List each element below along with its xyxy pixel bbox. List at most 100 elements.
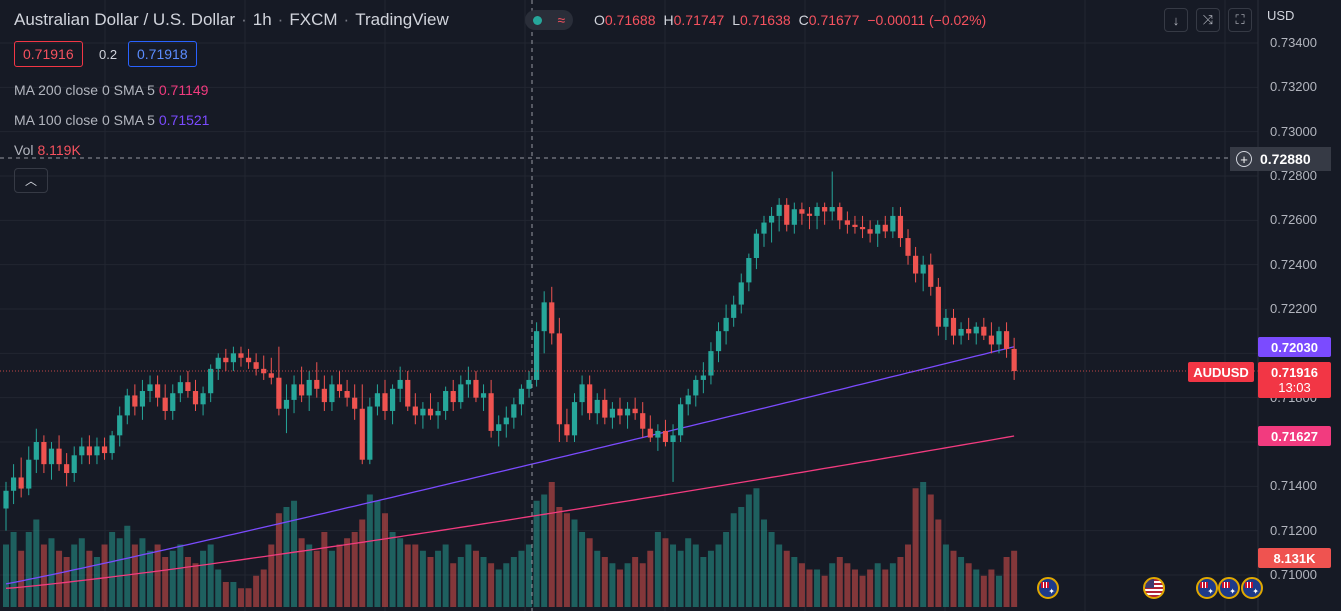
candle	[382, 379, 388, 420]
candle	[678, 397, 684, 442]
candle	[647, 415, 653, 442]
volume-bar	[897, 557, 904, 607]
candle-body	[352, 397, 358, 409]
symbol-legend[interactable]: Australian Dollar / U.S. Dollar · 1h · F…	[14, 10, 449, 30]
volume-bar	[836, 557, 843, 607]
australia-flag-icon[interactable]	[1241, 577, 1263, 599]
fullscreen-button[interactable]: ⛶	[1228, 8, 1252, 32]
candle-body	[397, 379, 403, 389]
interval[interactable]: 1h	[252, 10, 272, 29]
australia-flag-icon[interactable]	[1037, 577, 1059, 599]
candle-body	[26, 459, 32, 489]
volume-price-tag: 8.131K	[1258, 548, 1331, 568]
indicator-value: 0.71149	[158, 82, 209, 98]
candle-body	[715, 331, 722, 352]
candle	[670, 424, 676, 482]
buy-button[interactable]: 0.71918	[128, 41, 197, 67]
volume-bar	[942, 544, 949, 607]
candle	[458, 375, 464, 409]
candle	[685, 388, 691, 416]
candle-body	[405, 379, 411, 407]
candle-body	[632, 408, 638, 414]
volume-bar	[526, 544, 533, 607]
candle	[958, 322, 964, 345]
volume-bar	[93, 557, 100, 607]
currency-selector[interactable]: USD	[1267, 8, 1295, 23]
volume-bar	[715, 544, 722, 607]
spread-value: 0.2	[99, 47, 118, 62]
volume-bar	[761, 519, 767, 607]
volume-bar	[412, 544, 419, 607]
candle	[64, 453, 70, 487]
indicator-ma100[interactable]: MA 100 close 0 SMA 5 0.71521	[14, 112, 209, 128]
candle	[609, 402, 615, 429]
volume-bar	[192, 563, 199, 607]
candle	[943, 309, 949, 341]
price-axis-label: 0.73200	[1270, 79, 1317, 95]
market-status-pill[interactable]: ≈	[525, 10, 573, 30]
candle	[10, 464, 17, 505]
price-axis-label: 0.73400	[1270, 35, 1317, 50]
candle	[981, 317, 987, 341]
volume-bar	[488, 563, 495, 607]
indicator-label: MA 100 close 0 SMA 5	[14, 112, 155, 128]
crosshair-price-tag[interactable]: + 0.72880	[1230, 147, 1331, 171]
candle	[852, 215, 858, 234]
scroll-down-button[interactable]: ↓	[1164, 8, 1188, 32]
plus-icon[interactable]: +	[1236, 151, 1252, 167]
candle-body	[268, 373, 274, 378]
candle-body	[435, 410, 441, 416]
candle-body	[958, 328, 964, 336]
candle-body	[465, 379, 471, 385]
market-open-icon	[532, 15, 542, 25]
candle	[905, 229, 911, 265]
low-value: 0.71638	[740, 12, 791, 28]
australia-flag-icon[interactable]	[1218, 577, 1240, 599]
candle-body	[458, 384, 464, 403]
candle-body	[662, 430, 669, 442]
candle-body	[784, 204, 790, 225]
volume-bar	[601, 557, 608, 607]
collapse-button[interactable]: ⤨	[1196, 8, 1220, 32]
volume-bar	[10, 532, 17, 607]
candle	[935, 277, 941, 336]
candle-body	[913, 255, 919, 274]
candle	[640, 402, 646, 438]
candle	[564, 408, 570, 442]
symbol-name[interactable]: Australian Dollar / U.S. Dollar	[14, 10, 236, 29]
volume-bar	[397, 538, 404, 607]
candle-body	[685, 395, 691, 405]
candle-body	[844, 220, 850, 225]
candle	[155, 375, 161, 407]
candle-body	[450, 391, 456, 403]
sell-button[interactable]: 0.71916	[14, 41, 83, 67]
candle-body	[147, 384, 153, 392]
candle	[829, 171, 835, 221]
volume-bar	[268, 544, 275, 607]
volume-bar	[783, 550, 790, 607]
price-axis-label: 0.71400	[1270, 478, 1317, 494]
candle	[443, 386, 449, 420]
volume-bar	[1003, 557, 1010, 607]
australia-flag-icon[interactable]	[1196, 577, 1218, 599]
volume-bar	[503, 563, 510, 607]
candle	[329, 375, 335, 411]
candle	[162, 384, 168, 420]
candle-body	[814, 207, 820, 216]
volume-bar	[556, 507, 563, 607]
volume-bar	[905, 544, 912, 607]
volume-bar	[541, 494, 548, 607]
indicator-ma200[interactable]: MA 200 close 0 SMA 5 0.71149	[14, 82, 208, 98]
collapse-legend-button[interactable]: ︿	[14, 168, 48, 193]
volume-bar	[109, 532, 116, 607]
us-flag-icon[interactable]	[1143, 577, 1165, 599]
candle-body	[897, 215, 904, 239]
candle	[950, 309, 957, 345]
volume-bar	[472, 550, 479, 607]
candle	[26, 446, 32, 496]
indicator-label: Vol	[14, 142, 34, 158]
volume-bars	[3, 482, 1018, 607]
indicator-volume[interactable]: Vol 8.119K	[14, 142, 81, 158]
